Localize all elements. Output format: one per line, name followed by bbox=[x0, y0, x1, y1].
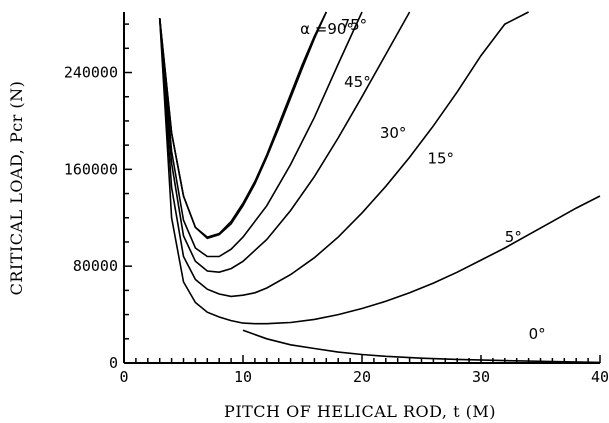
series-line-4 bbox=[158, 11, 529, 298]
curve-labels: α =90°75° 45° 30° 15° 5° 0° bbox=[300, 16, 546, 343]
series-line-5 bbox=[158, 18, 601, 325]
curve-label-0: α =90° bbox=[300, 20, 354, 38]
x-tick-label: 10 bbox=[234, 368, 252, 386]
y-tick-label: 160000 bbox=[64, 160, 118, 178]
x-tick-label: 0 bbox=[119, 368, 128, 386]
x-tick-label: 40 bbox=[591, 368, 609, 386]
curve-label-5: 5° bbox=[505, 228, 522, 246]
curves bbox=[158, 11, 601, 364]
y-tick-label: 0 bbox=[109, 354, 118, 372]
curve-label-2: 45° bbox=[344, 73, 371, 91]
curve-label-6: 0° bbox=[529, 325, 546, 343]
x-axis-ticks: 0 10 20 30 40 bbox=[119, 355, 609, 386]
series-line-3 bbox=[158, 11, 411, 274]
curve-label-3: 30° bbox=[380, 124, 407, 142]
y-axis-title: CRITICAL LOAD, Pcr (N) bbox=[7, 81, 26, 296]
y-tick-label: 240000 bbox=[64, 64, 118, 82]
series-line-6 bbox=[242, 329, 601, 364]
series-line-1 bbox=[158, 11, 328, 240]
series-line-0 bbox=[158, 11, 328, 238]
y-tick-label: 80000 bbox=[73, 257, 118, 275]
curve-label-4: 15° bbox=[427, 149, 454, 167]
x-tick-label: 30 bbox=[472, 368, 490, 386]
plot-area: 0 10 20 30 40 0 80000 160000 240000 α =90°75° 45… bbox=[64, 11, 609, 386]
y-axis-ticks: 0 80000 160000 240000 bbox=[64, 23, 132, 372]
x-axis-title: PITCH OF HELICAL ROD, t (M) bbox=[224, 402, 496, 421]
x-tick-label: 20 bbox=[353, 368, 371, 386]
series-line-2 bbox=[158, 11, 363, 258]
curve-label-1: 75° bbox=[341, 16, 368, 34]
